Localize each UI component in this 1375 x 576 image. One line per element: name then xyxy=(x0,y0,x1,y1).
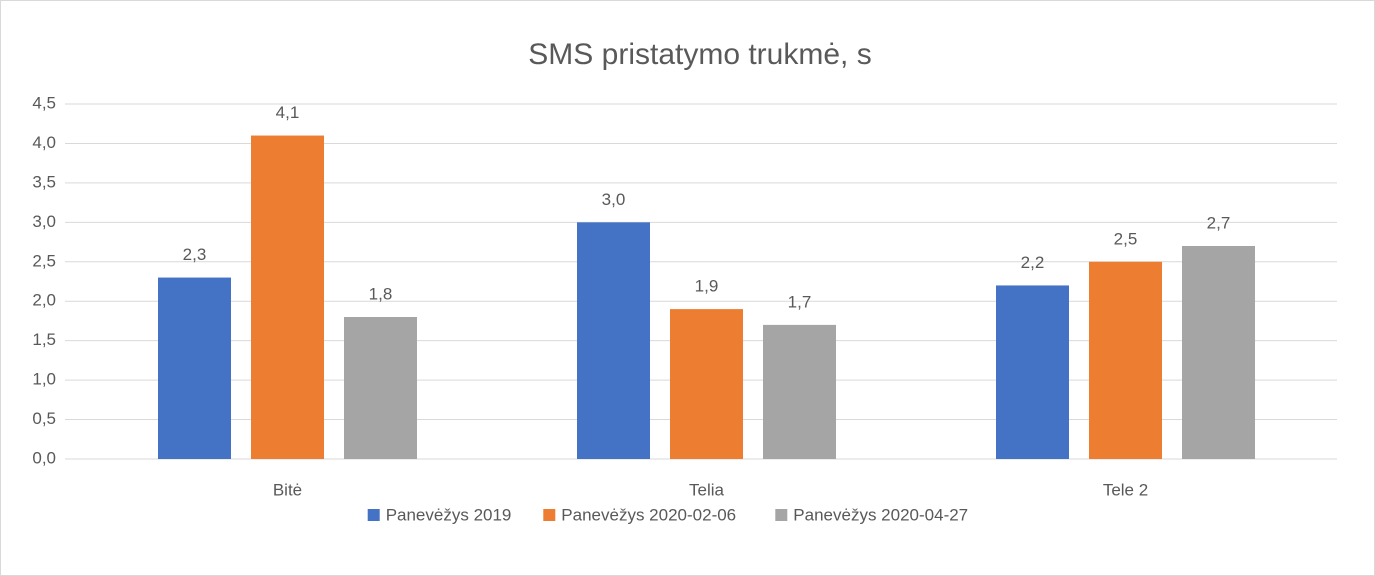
bar xyxy=(1182,246,1255,459)
x-tick-label: Bitė xyxy=(273,480,302,499)
legend-label: Panevėžys 2020-02-06 xyxy=(561,505,736,524)
legend-swatch xyxy=(775,509,788,521)
data-label: 2,3 xyxy=(183,245,207,264)
y-tick-label: 2,0 xyxy=(32,291,56,310)
y-tick-label: 3,0 xyxy=(32,212,56,231)
bar xyxy=(670,309,743,459)
chart-title: SMS pristatymo trukmė, s xyxy=(528,38,871,71)
bar xyxy=(251,135,324,460)
y-tick-label: 1,0 xyxy=(32,370,56,389)
y-tick-label: 1,5 xyxy=(32,330,56,349)
data-label: 1,9 xyxy=(695,277,719,296)
data-label: 2,2 xyxy=(1021,253,1045,272)
bar xyxy=(763,324,836,459)
y-tick-label: 0,5 xyxy=(32,409,56,428)
bar xyxy=(996,285,1069,459)
y-tick-label: 0,0 xyxy=(32,448,56,467)
bar xyxy=(158,277,231,459)
data-label: 2,5 xyxy=(1114,229,1138,248)
bar xyxy=(577,222,650,459)
data-label: 3,0 xyxy=(602,190,626,209)
data-label: 2,7 xyxy=(1207,213,1231,232)
legend-label: Panevėžys 2020-04-27 xyxy=(793,505,968,524)
y-tick-label: 4,5 xyxy=(32,93,56,112)
legend-swatch xyxy=(543,509,556,521)
bar xyxy=(1089,261,1162,459)
data-label: 4,1 xyxy=(276,103,300,122)
bar xyxy=(344,317,417,459)
x-tick-label: Tele 2 xyxy=(1103,480,1148,499)
y-tick-label: 3,5 xyxy=(32,172,56,191)
legend-swatch xyxy=(367,509,380,521)
y-tick-label: 4,0 xyxy=(32,133,56,152)
x-tick-label: Telia xyxy=(689,480,725,499)
y-tick-label: 2,5 xyxy=(32,251,56,270)
data-label: 1,7 xyxy=(788,292,812,311)
legend-label: Panevėžys 2019 xyxy=(386,505,512,524)
data-label: 1,8 xyxy=(369,284,393,303)
